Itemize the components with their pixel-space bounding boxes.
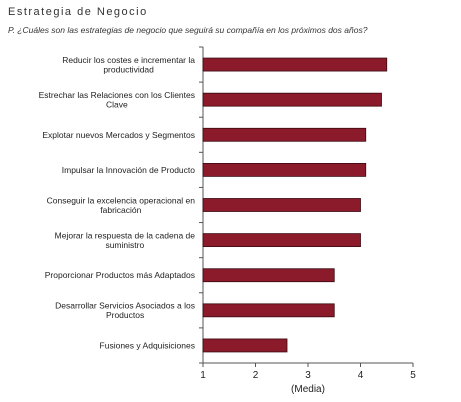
bar [202, 92, 382, 107]
bar [202, 162, 367, 177]
category-label: Desarrollar Servicios Asociados a los Pro… [55, 301, 195, 321]
x-tick-label: 3 [305, 370, 311, 381]
category-label: Explotar nuevos Mercados y Segmentos [42, 130, 195, 140]
x-tick-label: 2 [253, 370, 259, 381]
category-label: Impulsar la Innovación de Producto [62, 165, 196, 175]
bar [202, 57, 388, 72]
bar [202, 268, 335, 283]
bar [202, 127, 367, 142]
bar [202, 338, 288, 353]
category-label: Mejorar la respuesta de la cadena de sumi… [55, 230, 196, 250]
category-label: Estrechar las Relaciones con los Cliente… [39, 90, 195, 110]
category-label: Conseguir la excelencia operacional en fa… [47, 195, 196, 215]
x-tick-label: 4 [358, 370, 364, 381]
bar [202, 198, 361, 212]
bar [202, 233, 361, 248]
survey-question: P. ¿Cuáles son las estrategias de negoci… [8, 25, 368, 35]
chart-title: Estrategia de Negocio [8, 6, 148, 18]
category-label: Proporcionar Productos más Adaptados [45, 270, 195, 280]
x-tick-label: 5 [410, 370, 416, 381]
bar [202, 303, 335, 318]
x-axis-label: (Media) [291, 384, 325, 395]
category-label: Reducir los costes e incrementar la produ… [62, 55, 195, 75]
x-tick-label: 1 [200, 370, 206, 381]
category-label: Fusiones y Adquisiciones [100, 340, 195, 350]
